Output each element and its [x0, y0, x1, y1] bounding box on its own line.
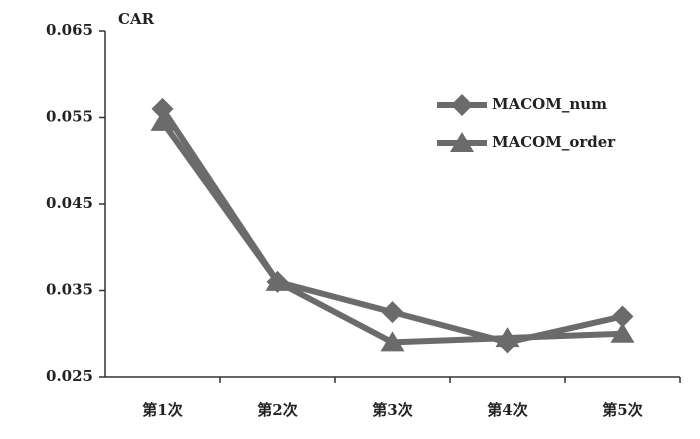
x-tick-label: 第3次: [372, 401, 412, 419]
x-tick-label: 第4次: [487, 401, 527, 419]
data-point: [265, 270, 290, 291]
data-point: [151, 97, 174, 120]
y-tick-label: 0.055: [46, 108, 93, 126]
legend-marker: [450, 132, 474, 152]
x-tick-label: 第5次: [602, 401, 642, 419]
y-tick-label: 0.025: [46, 367, 93, 385]
legend-label: MACOM_order: [492, 133, 616, 151]
data-point: [611, 305, 634, 328]
x-tick-label: 第2次: [257, 401, 297, 419]
data-point: [150, 110, 175, 131]
y-tick-label: 0.065: [46, 21, 93, 39]
x-tick-label: 第1次: [142, 401, 182, 419]
y-axis-label: CAR: [118, 10, 155, 28]
legend-marker: [451, 94, 473, 116]
data-point: [495, 327, 520, 348]
data-point: [380, 331, 405, 352]
legend-label: MACOM_num: [492, 95, 607, 113]
y-tick-label: 0.035: [46, 281, 93, 299]
data-point: [381, 301, 404, 324]
y-tick-label: 0.045: [46, 194, 93, 212]
data-point: [610, 322, 635, 343]
